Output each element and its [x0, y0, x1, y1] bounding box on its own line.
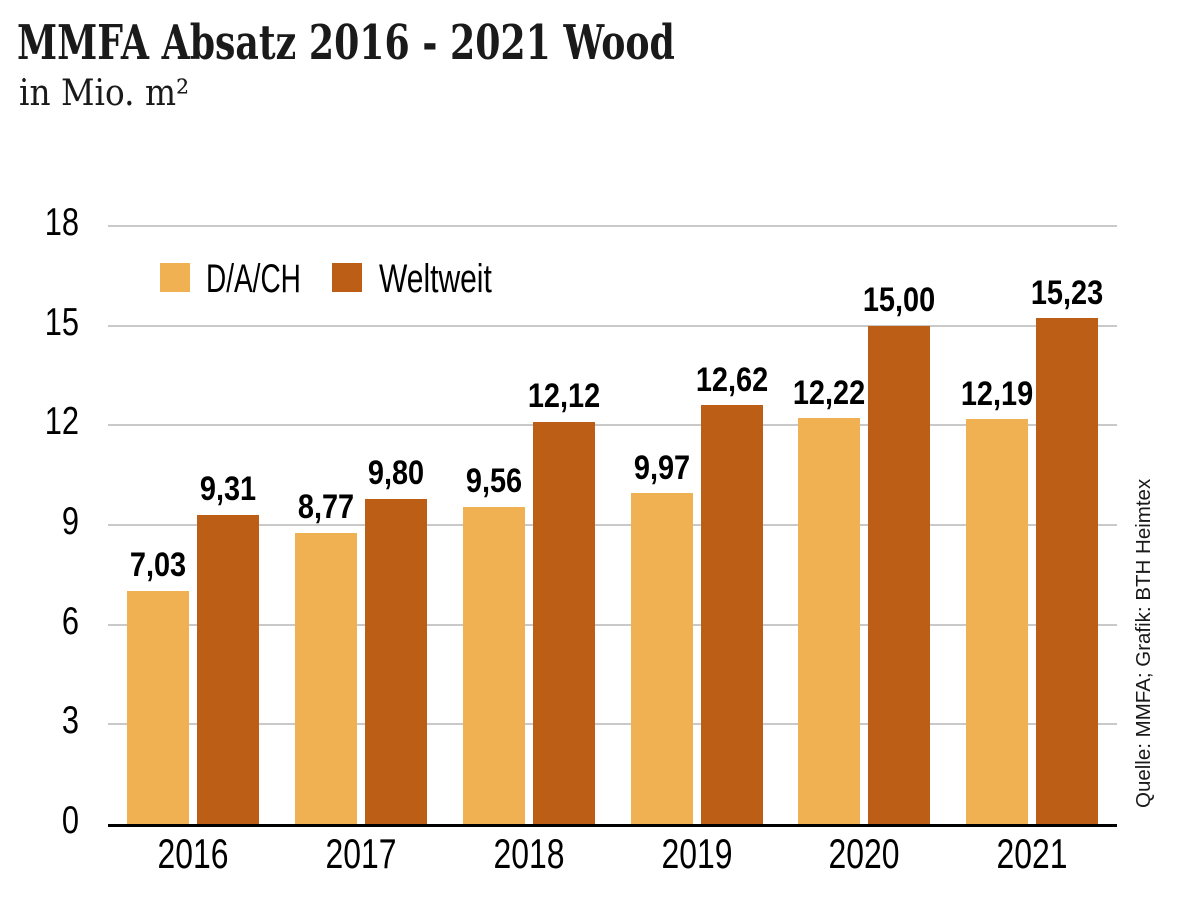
- x-category-label-2016: 2016: [157, 829, 229, 877]
- value-label-Weltweit-2017: 9,80: [367, 454, 424, 493]
- value-label-Weltweit-2019: 12,62: [695, 360, 768, 399]
- y-tick-label-12: 12: [44, 400, 79, 444]
- chart-subtitle: in Mio. m²: [19, 72, 190, 114]
- bar-D/A/CH-2017: [294, 532, 357, 824]
- x-category-label-2021: 2021: [996, 829, 1068, 877]
- legend-swatch-weltweit: [331, 263, 362, 292]
- y-tick-label-18: 18: [44, 201, 79, 245]
- bar-D/A/CH-2020: [798, 418, 861, 824]
- x-category-label-2020: 2020: [828, 829, 900, 877]
- legend-swatch-dach: [160, 263, 190, 292]
- value-label-Weltweit-2018: 12,12: [527, 377, 600, 416]
- bar-D/A/CH-2021: [966, 419, 1029, 824]
- source-note: Quelle: MMFA; Grafik: BTH Heimtex: [1132, 478, 1155, 808]
- x-category-label-2017: 2017: [325, 829, 397, 877]
- value-label-D/A/CH-2017: 8,77: [297, 488, 354, 527]
- bar-D/A/CH-2016: [127, 590, 189, 824]
- x-category-label-2019: 2019: [661, 829, 733, 877]
- y-tick-label-15: 15: [44, 300, 79, 344]
- gridline-15: [107, 324, 1117, 327]
- gridline-6: [107, 623, 1117, 626]
- y-tick-label-9: 9: [61, 499, 79, 543]
- x-axis-line: [107, 823, 1117, 827]
- gridline-12: [107, 424, 1117, 427]
- gridline-3: [107, 723, 1117, 726]
- value-label-Weltweit-2021: 15,23: [1031, 273, 1104, 312]
- gridline-18: [107, 225, 1117, 228]
- bar-D/A/CH-2018: [462, 506, 525, 824]
- value-label-D/A/CH-2018: 9,56: [465, 462, 522, 501]
- value-label-D/A/CH-2019: 9,97: [633, 448, 690, 487]
- bar-D/A/CH-2019: [630, 492, 693, 824]
- value-label-Weltweit-2016: 9,31: [199, 470, 257, 509]
- bar-Weltweit-2021: [1036, 318, 1099, 824]
- bar-Weltweit-2020: [868, 325, 931, 824]
- bar-Weltweit-2017: [364, 498, 427, 824]
- y-tick-label-0: 0: [61, 798, 79, 842]
- legend-label-weltweit: Weltweit: [378, 256, 492, 301]
- value-label-D/A/CH-2020: 12,22: [793, 373, 866, 412]
- bar-Weltweit-2018: [532, 421, 595, 824]
- bar-Weltweit-2016: [197, 514, 259, 824]
- x-category-label-2018: 2018: [493, 829, 565, 877]
- value-label-Weltweit-2020: 15,00: [863, 281, 936, 320]
- value-label-D/A/CH-2016: 7,03: [129, 546, 187, 585]
- legend-label-dach: D/A/CH: [206, 256, 301, 301]
- bar-Weltweit-2019: [700, 404, 763, 824]
- y-tick-label-3: 3: [61, 699, 79, 743]
- gridline-9: [107, 524, 1117, 527]
- value-label-D/A/CH-2021: 12,19: [961, 374, 1034, 413]
- y-tick-label-6: 6: [61, 599, 79, 643]
- chart-title: MMFA Absatz 2016 - 2021 Wood: [17, 15, 675, 71]
